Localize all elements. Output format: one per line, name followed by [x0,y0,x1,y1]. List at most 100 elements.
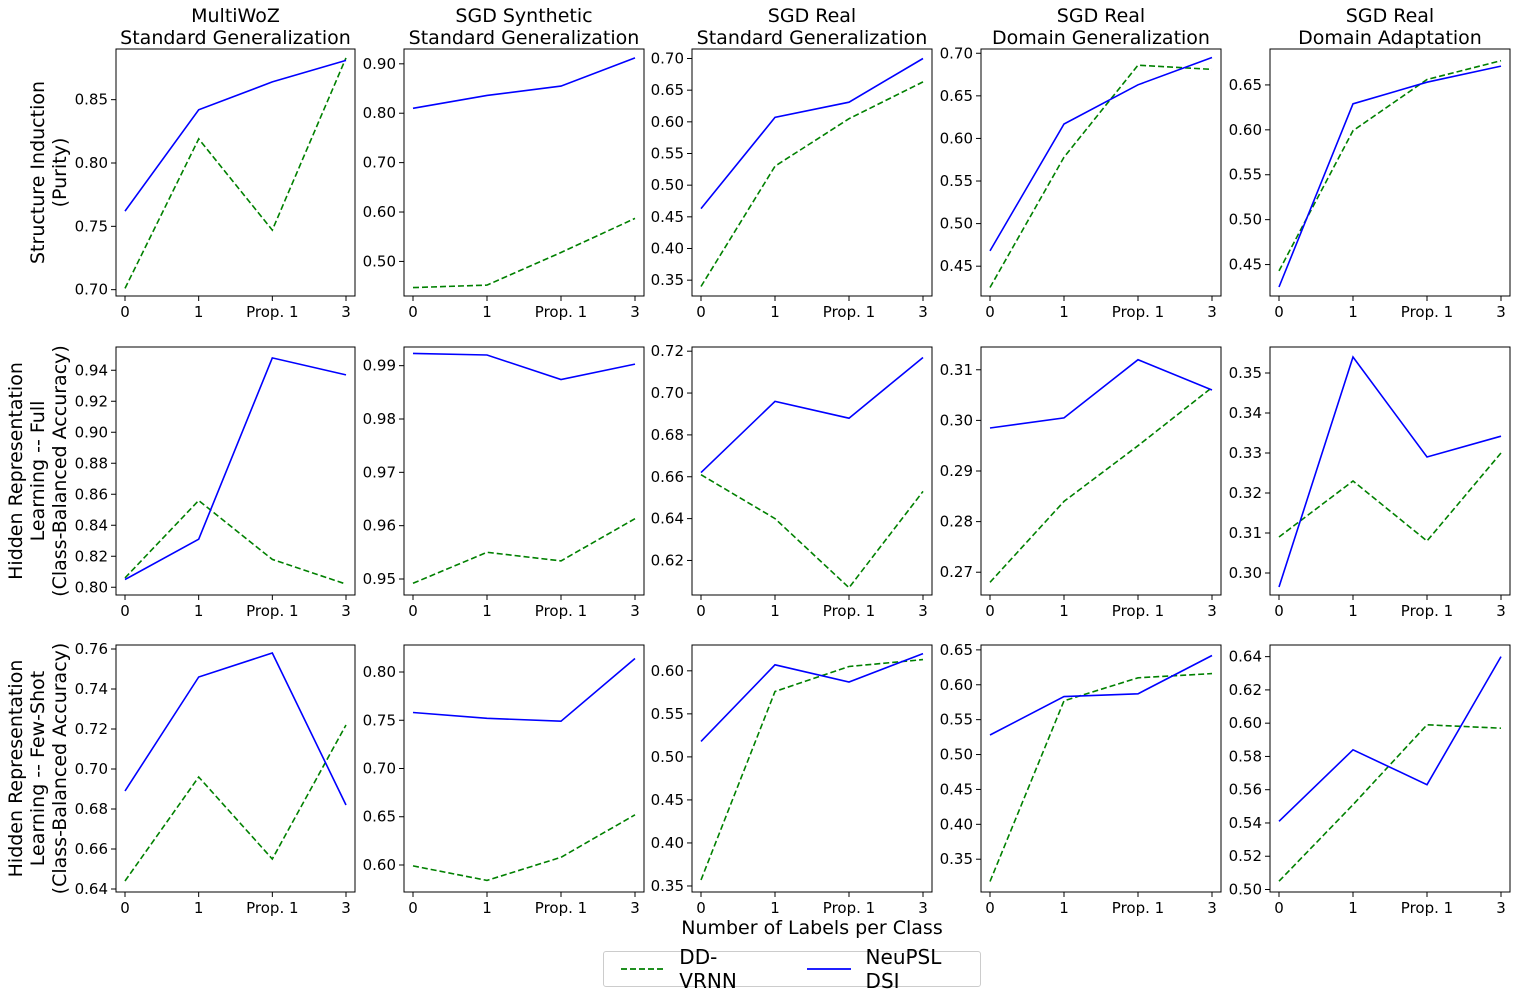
y-tick-label: 0.56 [1229,781,1262,799]
axes-frame [403,346,645,596]
y-tick-label: 0.45 [1229,256,1262,274]
y-tick-label: 0.86 [75,485,108,503]
y-tick-label: 0.76 [75,640,108,658]
x-tick-label: 1 [1348,303,1358,321]
series-line-dd-vrnn [1278,59,1502,272]
y-tick-label: 0.80 [75,154,108,172]
y-tick-label: 0.70 [363,154,396,172]
row-label: Hidden Representation [5,362,27,580]
y-tick-label: 0.33 [1229,444,1262,462]
x-tick-label: Prop. 1 [246,602,298,620]
x-tick-label: 0 [696,602,706,620]
x-tick-label: 0 [1274,899,1284,917]
chart-panel: 0 1 Prop. 1 3 0.35 0.40 0.45 0.50 0.55 0.60 0.65 [940,641,1222,917]
axes-frame [115,48,356,297]
series-line-dd-vrnn [989,64,1213,288]
x-tick-label: 3 [1207,899,1217,917]
x-tick-label: Prop. 1 [535,303,587,321]
series-line-neupsl-dsi [700,356,924,474]
y-tick-label: 0.29 [940,462,973,480]
y-tick-label: 0.80 [363,104,396,122]
chart-panel: 0 1 Prop. 1 3 0.45 0.50 0.55 0.60 0.65 0.70 [940,44,1222,321]
x-tick-label: Prop. 1 [823,303,875,321]
x-tick-label: 3 [1496,899,1506,917]
y-tick-label: 0.45 [940,257,973,275]
x-tick-label: 0 [985,602,995,620]
x-tick-label: 1 [1059,303,1069,321]
y-tick-label: 0.27 [940,563,973,581]
chart-panel: 0 1 Prop. 1 3 0.45 0.50 0.55 0.60 0.65 [1229,48,1511,321]
x-tick-label: 0 [408,303,418,321]
x-tick-label: 1 [194,303,204,321]
series-line-dd-vrnn [412,217,636,289]
x-tick-label: Prop. 1 [823,899,875,917]
x-tick-label: Prop. 1 [1401,899,1453,917]
x-tick-label: Prop. 1 [1401,303,1453,321]
y-tick-label: 0.31 [1229,524,1262,542]
y-tick-label: 0.30 [1229,564,1262,582]
x-tick-label: 0 [1274,303,1284,321]
x-tick-label: Prop. 1 [535,602,587,620]
chart-panel: 0 1 Prop. 1 3 0.35 0.40 0.45 0.50 0.55 0.60 0.65 0.… [651,48,933,321]
y-tick-label: 0.32 [1229,484,1262,502]
y-tick-label: 0.55 [940,711,973,729]
x-tick-label: 0 [120,303,130,321]
y-tick-label: 0.70 [940,44,973,62]
row-label: Learning -- Full [27,401,49,542]
y-tick-label: 0.60 [651,113,684,131]
series-line-dd-vrnn [412,518,636,585]
y-tick-label: 0.75 [363,711,396,729]
y-tick-label: 0.90 [363,55,396,73]
column-title: SGD Real [1346,5,1434,27]
legend-item-dd-vrnn: DD-VRNN [620,945,772,993]
x-tick-label: 1 [194,899,204,917]
y-tick-label: 0.62 [651,551,684,569]
y-tick-label: 0.72 [651,342,684,360]
row-label: Learning -- Few-Shot [27,671,49,866]
x-tick-label: 0 [408,899,418,917]
y-tick-label: 0.80 [75,578,108,596]
y-tick-label: 0.92 [75,392,108,410]
y-tick-label: 0.94 [75,361,108,379]
y-tick-label: 0.75 [75,217,108,235]
y-tick-label: 0.30 [940,411,973,429]
axes-frame [980,346,1222,596]
x-tick-label: 1 [1348,602,1358,620]
y-tick-label: 0.60 [1229,121,1262,139]
x-tick-label: 1 [1348,899,1358,917]
y-tick-label: 0.60 [363,203,396,221]
y-tick-label: 0.74 [75,680,108,698]
y-tick-label: 0.96 [363,517,396,535]
axes-frame [115,644,356,893]
legend-swatch-solid [807,968,852,970]
series-line-dd-vrnn [989,386,1213,583]
x-tick-label: 3 [630,899,640,917]
legend-label-neupsl-dsi: NeuPSL DSI [865,945,942,993]
x-tick-label: 3 [1496,602,1506,620]
row-label: (Class-Balanced Accuracy) [49,643,71,895]
x-tick-label: 0 [120,602,130,620]
chart-panel: 0 1 Prop. 1 3 0.80 0.82 0.84 0.86 0.88 0.90 0.92 0.… [75,346,356,620]
axes-frame [980,644,1222,893]
legend: DD-VRNN NeuPSL DSI [603,945,981,993]
x-tick-label: Prop. 1 [246,899,298,917]
y-tick-label: 0.70 [75,760,108,778]
x-tick-label: Prop. 1 [1112,899,1164,917]
x-tick-label: 1 [482,303,492,321]
x-tick-label: 0 [985,303,995,321]
series-line-neupsl-dsi [412,352,636,381]
row-label: (Class-Balanced Accuracy) [49,345,71,597]
x-tick-label: 0 [1274,602,1284,620]
x-tick-label: 3 [341,899,351,917]
y-tick-label: 0.62 [1229,681,1262,699]
series-line-neupsl-dsi [124,59,347,212]
x-tick-label: Prop. 1 [1112,602,1164,620]
y-tick-label: 0.90 [75,423,108,441]
x-tick-label: 0 [985,899,995,917]
y-tick-label: 0.98 [363,410,396,428]
x-tick-label: 1 [1059,602,1069,620]
column-title: Standard Generalization [120,27,351,49]
chart-panel: 0 1 Prop. 1 3 0.70 0.75 0.80 0.85 [75,48,356,321]
column-title: SGD Synthetic [455,5,592,27]
y-tick-label: 0.50 [1229,211,1262,229]
